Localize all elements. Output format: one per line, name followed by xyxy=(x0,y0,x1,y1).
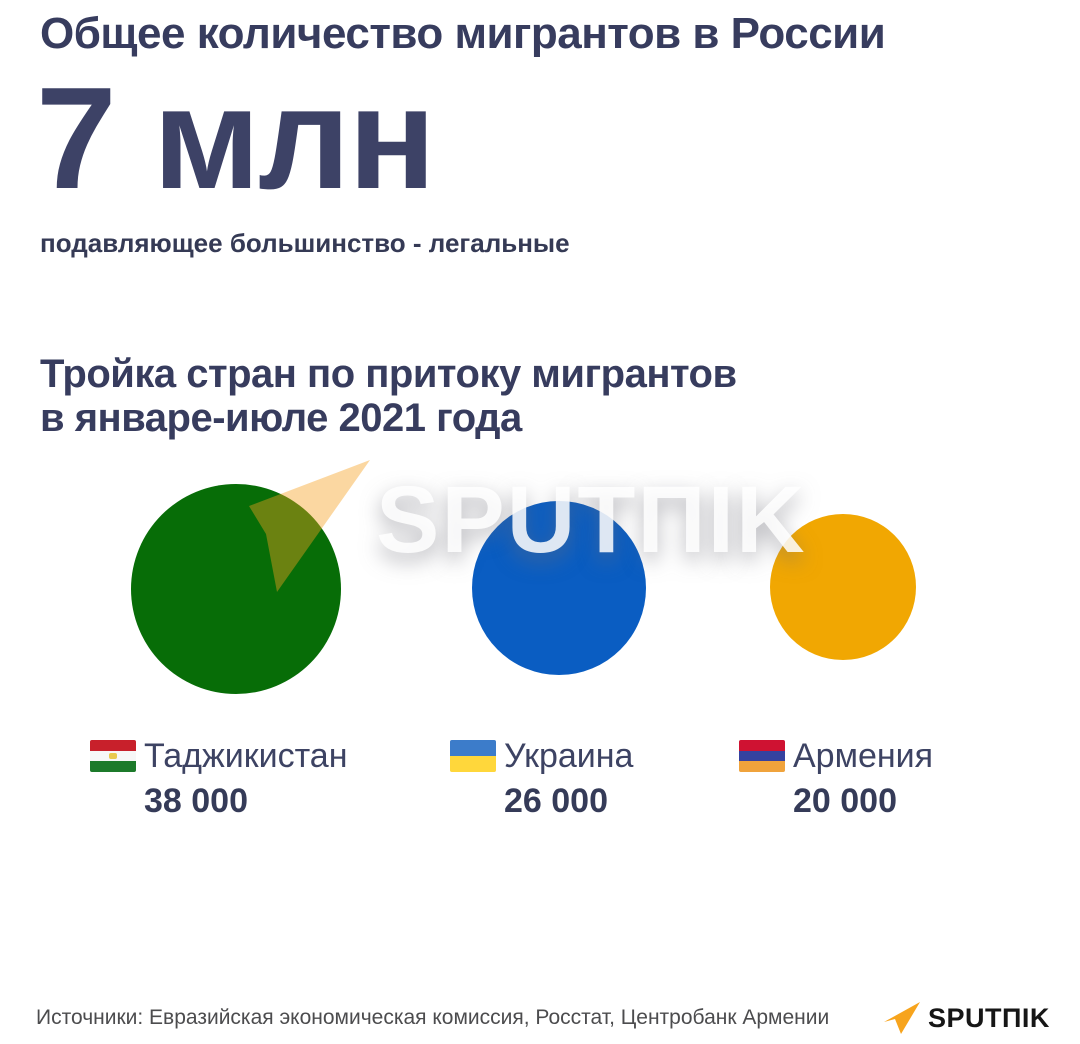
ukraine-flag-icon xyxy=(450,740,496,772)
chart-title-line1: Тройка стран по притоку мигрантов xyxy=(40,352,737,396)
tajikistan-emblem xyxy=(109,753,117,759)
subtitle-note: подавляющее большинство - легальные xyxy=(40,228,570,258)
sputnik-logo-arrow-icon xyxy=(884,1002,920,1034)
country-label: Украина xyxy=(504,737,634,775)
chart-title-line2: в январе-июле 2021 года xyxy=(40,396,522,440)
sources-text: Источники: Евразийская экономическая ком… xyxy=(36,1006,830,1029)
legend-item-armenia: Армения 20 000 xyxy=(739,738,933,821)
tajikistan-flag-icon xyxy=(90,740,136,772)
legend-item-tajikistan: Таджикистан 38 000 xyxy=(90,738,347,821)
sputnik-logo-text: SPUTПIK xyxy=(928,1002,1050,1033)
country-value: 20 000 xyxy=(793,782,897,820)
country-label: Таджикистан xyxy=(144,737,348,775)
circle-ukraine xyxy=(472,501,646,675)
country-value: 26 000 xyxy=(504,782,608,820)
total-migrants-number: 7 млн xyxy=(36,57,436,219)
circle-armenia xyxy=(770,514,916,660)
chart-title: Тройка стран по притоку мигрантов в янва… xyxy=(40,352,737,440)
country-label: Армения xyxy=(793,737,934,775)
legend-item-ukraine: Украина 26 000 xyxy=(450,738,633,821)
circle-tajikistan xyxy=(131,484,341,694)
page-title: Общее количество мигрантов в России xyxy=(40,9,886,58)
sputnik-logo: SPUTПIK xyxy=(884,1002,1050,1034)
country-value: 38 000 xyxy=(144,782,248,820)
armenia-flag-icon xyxy=(739,740,785,772)
